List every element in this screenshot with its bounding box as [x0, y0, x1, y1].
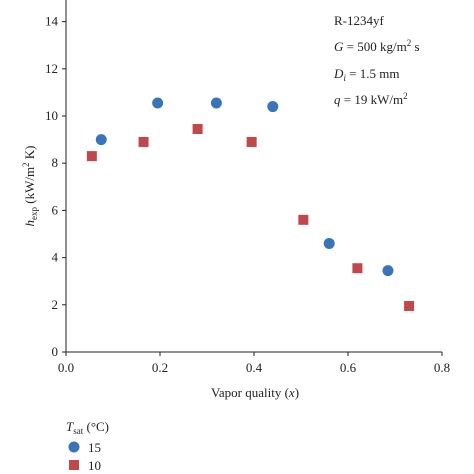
y-label-part: K)	[22, 145, 37, 162]
annotation-part: R-1234yf	[334, 13, 385, 28]
y-label-part: h	[22, 220, 37, 227]
legend-label: 10	[88, 458, 101, 473]
y-tick-label: 2	[52, 297, 59, 312]
y-tick-label: 14	[45, 14, 59, 29]
data-point	[298, 214, 309, 225]
y-tick-label: 12	[45, 61, 58, 76]
annotation-part: 2	[407, 38, 412, 48]
x-label-part: Vapor quality (	[211, 385, 289, 400]
annotation-part: = 500 kg/m	[343, 39, 406, 54]
legend-title-part: T	[66, 419, 74, 434]
legend-title: Tsat (°C)	[66, 419, 109, 436]
legend-title-part: sat	[73, 426, 83, 436]
y-tick-label: 6	[52, 202, 59, 217]
data-point	[86, 151, 97, 162]
annotation: R-1234yf	[334, 13, 385, 28]
y-axis-label: hexp (kW/m2 K)	[21, 145, 39, 226]
data-point	[95, 134, 107, 146]
annotation: G = 500 kg/m2 s	[334, 38, 420, 54]
legend-label: 15	[88, 440, 101, 455]
legend-marker	[68, 441, 80, 453]
x-axis-label: Vapor quality (x)	[211, 385, 299, 400]
x-tick-label: 0.2	[152, 360, 168, 375]
annotation-part: s	[411, 39, 419, 54]
x-tick-label: 0.6	[340, 360, 357, 375]
y-label-part: exp	[29, 207, 39, 220]
y-tick-label: 8	[52, 155, 59, 170]
data-point	[382, 265, 394, 277]
y-tick-label: 10	[45, 108, 58, 123]
x-tick-label: 0.8	[434, 360, 450, 375]
annotation: q = 19 kW/m2	[334, 91, 408, 107]
annotation: Di = 1.5 mm	[333, 66, 399, 83]
data-point	[138, 136, 149, 147]
y-label-part: 2	[21, 162, 31, 167]
annotation-part: i	[343, 73, 346, 83]
x-tick-label: 0.4	[246, 360, 263, 375]
data-point	[323, 237, 335, 249]
data-point	[267, 101, 279, 113]
annotation-part: D	[333, 66, 344, 81]
y-tick-label: 4	[52, 250, 59, 265]
data-point	[210, 97, 222, 109]
y-label-part: (kW/m	[22, 167, 37, 207]
legend-marker	[69, 460, 79, 470]
annotation-part: = 1.5 mm	[346, 66, 400, 81]
data-point	[152, 97, 164, 109]
data-point	[404, 300, 415, 311]
annotation-part: q	[334, 92, 341, 107]
data-point	[246, 136, 257, 147]
annotation-part: G	[334, 39, 344, 54]
data-point	[192, 123, 203, 134]
x-label-part: )	[295, 385, 299, 400]
data-point	[352, 263, 363, 274]
annotation-part: 2	[403, 91, 408, 101]
annotation-part: = 19 kW/m	[341, 92, 404, 107]
x-label-part: x	[288, 385, 295, 400]
y-tick-label: 0	[52, 344, 59, 359]
x-tick-label: 0.0	[58, 360, 74, 375]
legend-title-part: (°C)	[83, 419, 109, 434]
